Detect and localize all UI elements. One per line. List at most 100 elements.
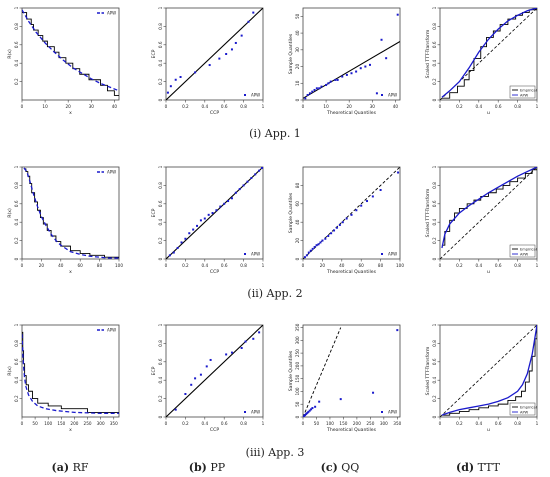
data-point	[205, 365, 208, 368]
x-axis-label: Theoretical Quantiles	[326, 110, 377, 116]
x-tick-label: 0.6	[495, 263, 502, 268]
x-axis-label: CCP	[210, 110, 219, 116]
x-tick-label: 1	[536, 263, 539, 268]
series-line-apw	[22, 334, 119, 414]
y-tick-label: 1	[432, 323, 437, 326]
data-point	[242, 184, 245, 187]
data-point	[341, 221, 344, 224]
data-point	[333, 229, 336, 232]
plot-frame	[165, 166, 264, 260]
x-tick-label: 0.2	[182, 263, 189, 268]
legend-swatch	[381, 411, 383, 413]
data-point	[379, 189, 382, 191]
chart-app2-ttt: 0 0.2 0.4 0.6 0.8 1 0 0.2 0.4 0.6 0.8 1 u Scaled TTT-…	[425, 165, 539, 275]
reference-line	[440, 167, 537, 259]
column-caption-ttt-letter: (d)	[455, 461, 475, 474]
series-line-empirical	[441, 325, 537, 416]
plot-frame	[302, 7, 401, 101]
column-caption-qq-name: QQ	[341, 461, 360, 474]
data-point	[230, 48, 233, 51]
legend-label: Empirical	[520, 247, 537, 251]
y-tick-label: 0.2	[14, 78, 19, 85]
y-tick-label: 0.6	[14, 358, 19, 365]
row-label-3-prefix: (iii)	[245, 446, 265, 459]
x-axis-label: Theoretical Quantiles	[326, 269, 377, 275]
legend-swatch	[244, 94, 246, 96]
y-tick-label: 0	[14, 257, 19, 260]
plot-area	[166, 8, 263, 100]
x-axis-label: CCP	[210, 269, 219, 275]
y-tick-label: 0.8	[158, 182, 163, 189]
column-caption-pp: (b) PP	[189, 461, 225, 474]
column-caption-qq-letter: (c)	[320, 461, 338, 474]
reference-line	[166, 8, 263, 100]
y-tick-label: 0.6	[432, 200, 437, 207]
y-tick-label: 0	[295, 98, 300, 101]
y-tick-label: 1	[14, 323, 19, 326]
data-point	[247, 20, 250, 23]
series-line-empirical	[23, 168, 119, 259]
y-tick-label: 0.6	[14, 200, 19, 207]
data-point	[306, 93, 309, 96]
x-tick-label: 20	[39, 263, 45, 268]
column-caption-rf: (a) RF	[52, 461, 89, 474]
data-point	[304, 413, 307, 416]
data-point	[368, 63, 371, 66]
data-point	[184, 393, 187, 395]
plot-frame	[439, 7, 538, 101]
y-tick-label: 1	[158, 165, 163, 168]
y-tick-label: 0.4	[432, 377, 437, 384]
data-point	[315, 87, 318, 90]
x-tick-label: 0.8	[514, 104, 521, 109]
data-point	[311, 247, 314, 250]
legend-label: APW	[388, 410, 397, 415]
data-point	[350, 72, 353, 75]
x-tick-label: 0	[439, 263, 442, 268]
x-tick-label: 0.6	[495, 104, 502, 109]
data-point	[338, 223, 341, 226]
data-point	[335, 226, 338, 229]
data-point	[209, 358, 212, 361]
data-point	[372, 391, 375, 394]
data-point	[350, 213, 353, 216]
y-tick-label: 0.2	[432, 78, 437, 85]
x-axis-label: x	[69, 428, 72, 433]
x-tick-label: 0.4	[475, 104, 482, 109]
data-point	[207, 213, 210, 216]
legend-label: Empirical	[520, 88, 537, 92]
data-point	[234, 41, 237, 44]
data-point	[364, 65, 367, 68]
y-tick-label: 200	[295, 362, 300, 370]
data-point	[188, 232, 191, 235]
data-point	[327, 82, 330, 85]
data-point	[168, 254, 171, 257]
y-tick-label: 20	[295, 64, 300, 70]
data-point	[334, 78, 337, 81]
data-point	[211, 212, 214, 214]
data-point	[308, 92, 311, 95]
data-point	[184, 237, 187, 240]
x-tick-label: 100	[115, 263, 123, 268]
y-tick-label: 0.2	[432, 395, 437, 402]
y-tick-label: 150	[295, 374, 300, 382]
data-point	[174, 78, 177, 81]
series-line-apw	[441, 8, 537, 98]
row-label-2-prefix: (ii)	[247, 287, 264, 300]
legend-label: APW	[520, 410, 529, 414]
data-point	[219, 205, 222, 208]
y-tick-label: 50	[295, 401, 300, 407]
data-point	[169, 85, 172, 88]
legend-label: APW	[251, 93, 260, 98]
y-tick-label: 0.8	[158, 23, 163, 30]
y-tick-label: 60	[295, 201, 300, 207]
data-point	[371, 195, 374, 198]
data-point	[240, 347, 243, 349]
y-tick-label: 0.6	[158, 41, 163, 48]
y-tick-label: 0.2	[14, 395, 19, 402]
y-tick-label: 0.4	[14, 219, 19, 226]
x-tick-label: 20	[347, 104, 353, 109]
legend-swatch	[381, 94, 383, 96]
data-point	[359, 67, 362, 70]
data-point	[320, 85, 323, 88]
y-tick-label: 40	[295, 30, 300, 36]
